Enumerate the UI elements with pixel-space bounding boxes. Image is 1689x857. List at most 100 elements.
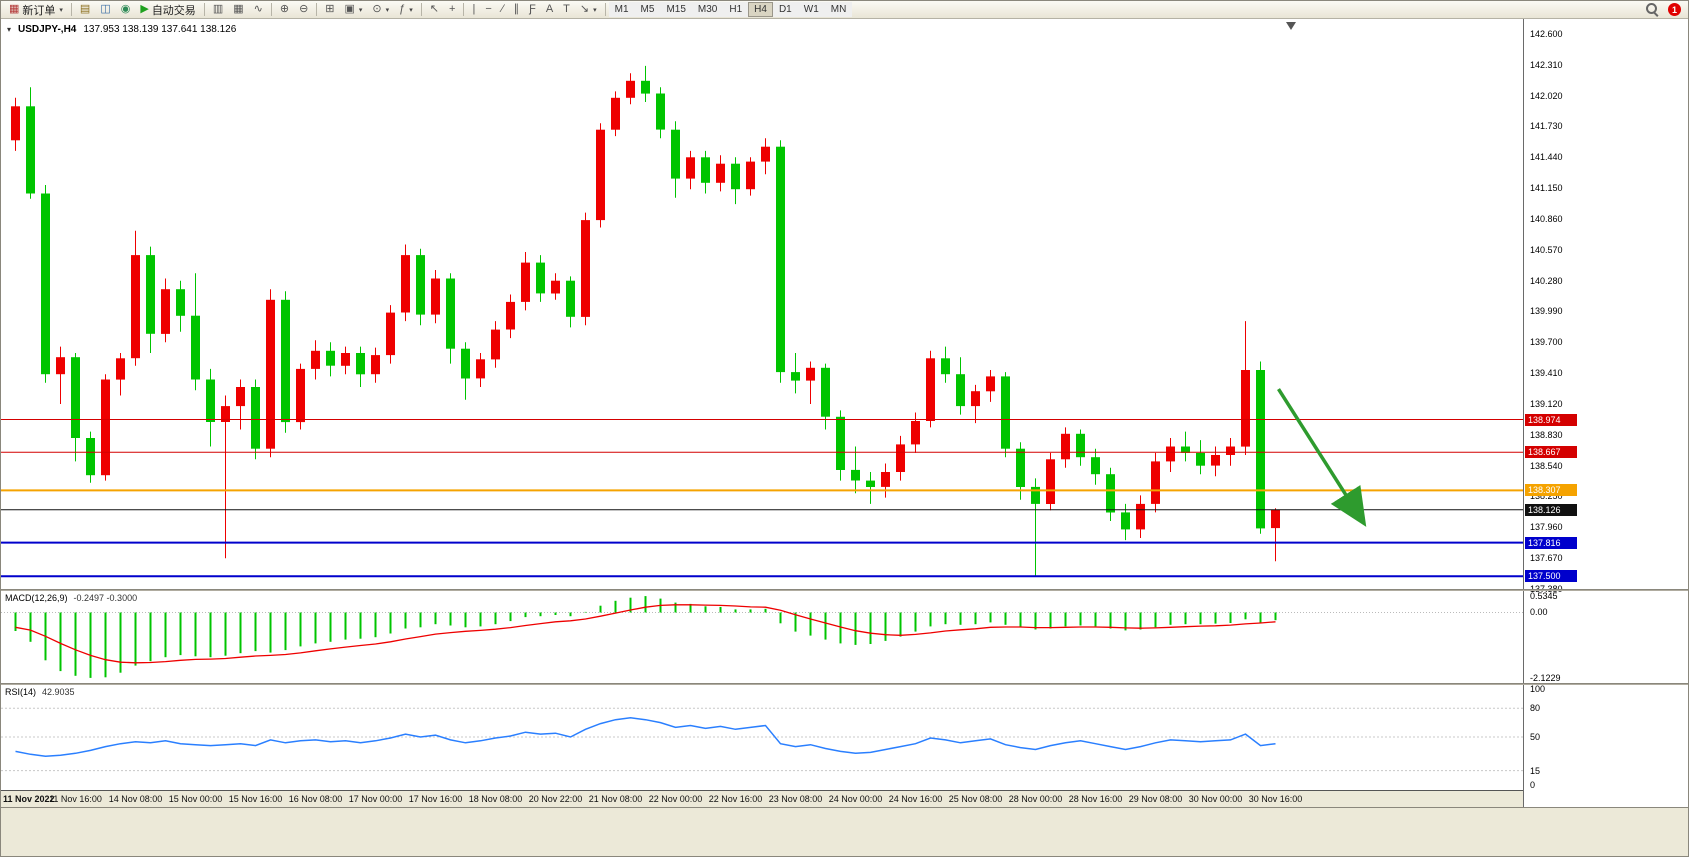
vertical-line-icon[interactable]: | bbox=[467, 2, 480, 18]
candle-body bbox=[626, 80, 635, 98]
candle-body bbox=[86, 438, 95, 476]
toolbar-separator bbox=[203, 3, 205, 16]
timeframe-w1[interactable]: W1 bbox=[797, 2, 825, 17]
navigator-icon[interactable]: ◉ bbox=[116, 2, 136, 18]
line-price-tag: 137.500 bbox=[1525, 570, 1577, 582]
panel-divider[interactable] bbox=[1, 589, 1688, 591]
bar-chart-icon[interactable]: ▥ bbox=[208, 2, 228, 18]
rsi-value: 42.9035 bbox=[42, 687, 75, 697]
time-label: 16 Nov 08:00 bbox=[288, 794, 343, 804]
candle-body bbox=[446, 278, 455, 349]
timeframe-m30[interactable]: M30 bbox=[691, 2, 724, 17]
macd-values: -0.2497 -0.3000 bbox=[73, 593, 138, 603]
horizontal-line-icon[interactable]: − bbox=[480, 2, 496, 18]
toolbar-separator bbox=[463, 3, 465, 16]
time-label: 24 Nov 16:00 bbox=[888, 794, 943, 804]
time-label: 15 Nov 16:00 bbox=[228, 794, 283, 804]
new-order-button[interactable]: ▦ 新订单 ▾ bbox=[4, 2, 68, 18]
indicators-icon[interactable]: ƒ ▾ bbox=[394, 2, 418, 18]
text-icon[interactable]: A bbox=[541, 2, 558, 18]
price-label: 137.670 bbox=[1530, 553, 1563, 563]
candle-body bbox=[206, 379, 215, 422]
panel-divider[interactable] bbox=[1, 683, 1688, 685]
timeframe-m5[interactable]: M5 bbox=[634, 2, 661, 17]
price-label: 138.830 bbox=[1530, 430, 1563, 440]
candle-body bbox=[926, 358, 935, 421]
search-icon[interactable] bbox=[1645, 2, 1660, 17]
notification-badge[interactable]: 1 bbox=[1668, 3, 1681, 16]
chart-ohlc-values: 137.953 138.139 137.641 138.126 bbox=[83, 24, 237, 35]
timeframe-h4[interactable]: H4 bbox=[748, 2, 773, 17]
time-label: 22 Nov 00:00 bbox=[648, 794, 703, 804]
time-label: 11 Nov 2022 bbox=[3, 794, 55, 804]
price-chart-canvas[interactable] bbox=[1, 19, 1523, 589]
time-label: 17 Nov 00:00 bbox=[348, 794, 403, 804]
candle-body bbox=[356, 353, 365, 375]
timeframe-m15[interactable]: M15 bbox=[660, 2, 692, 17]
market-watch-icon[interactable]: ▤ bbox=[75, 2, 95, 18]
rsi-line bbox=[15, 717, 1276, 757]
autotrade-button[interactable]: ▶ 自动交易 bbox=[135, 2, 200, 18]
time-label: 28 Nov 16:00 bbox=[1068, 794, 1123, 804]
new-chart-icon[interactable]: ▣ ▾ bbox=[340, 2, 368, 18]
arrows-icon[interactable]: ↘ ▾ bbox=[575, 2, 602, 18]
time-label: 20 Nov 22:00 bbox=[528, 794, 583, 804]
candle-body bbox=[1256, 370, 1265, 529]
candlestick-chart-icon[interactable]: ▦ bbox=[228, 2, 248, 18]
candle-body bbox=[101, 379, 110, 476]
chart-shift-marker[interactable] bbox=[1286, 22, 1296, 30]
candle-body bbox=[431, 278, 440, 315]
object-lines-layer bbox=[1, 419, 1523, 578]
candle-body bbox=[56, 357, 65, 375]
price-label: 142.600 bbox=[1530, 29, 1563, 39]
data-window-icon[interactable]: ◫ bbox=[95, 2, 115, 18]
candle-body bbox=[26, 106, 35, 194]
profiles-icon[interactable]: ⊙ ▾ bbox=[367, 2, 394, 18]
candle-body bbox=[236, 387, 245, 407]
candle-body bbox=[701, 157, 710, 183]
candle-body bbox=[131, 255, 140, 359]
zoom-in-icon[interactable]: ⊕ bbox=[275, 2, 294, 18]
candle-body bbox=[776, 146, 785, 373]
candle-body bbox=[461, 348, 470, 379]
candles-layer bbox=[11, 65, 1280, 577]
timeframe-mn[interactable]: MN bbox=[824, 2, 853, 17]
trendline-icon[interactable]: ∕ bbox=[497, 2, 509, 18]
zoom-out-icon[interactable]: ⊖ bbox=[294, 2, 313, 18]
candle-body bbox=[1271, 509, 1280, 529]
time-label: 25 Nov 08:00 bbox=[948, 794, 1003, 804]
candle-body bbox=[191, 315, 200, 380]
candle-body bbox=[491, 329, 500, 360]
toolbar-separator bbox=[70, 3, 72, 16]
candle-body bbox=[146, 255, 155, 334]
candle-body bbox=[1106, 474, 1115, 513]
rsi-panel[interactable] bbox=[1, 685, 1523, 789]
candle-body bbox=[116, 358, 125, 380]
chart-window: ▾ USDJPY-,H4 137.953 138.139 137.641 138… bbox=[1, 19, 1688, 856]
time-axis: 11 Nov 2022 11 Nov 16:00 14 Nov 08:00 15 No… bbox=[1, 790, 1523, 807]
cursor-icon[interactable]: ↖ bbox=[425, 2, 444, 18]
toolbar-separator bbox=[604, 3, 606, 16]
candle-body bbox=[296, 368, 305, 423]
timeframe-m1[interactable]: M1 bbox=[608, 2, 635, 17]
label-icon[interactable]: T bbox=[558, 2, 575, 18]
line-chart-icon[interactable]: ∿ bbox=[249, 2, 268, 18]
crosshair-icon[interactable]: + bbox=[444, 2, 460, 18]
candle-body bbox=[386, 312, 395, 356]
fibonacci-icon[interactable]: Ƒ bbox=[524, 2, 541, 18]
tile-windows-icon[interactable]: ⊞ bbox=[320, 2, 339, 18]
macd-panel[interactable] bbox=[1, 591, 1523, 683]
trend-arrow-object[interactable] bbox=[1277, 388, 1367, 527]
timeframe-d1[interactable]: D1 bbox=[772, 2, 798, 17]
bid-price-tag: 138.126 bbox=[1525, 504, 1577, 516]
price-axis: 142.600 142.310 142.020 141.730 141.440 141.1… bbox=[1523, 19, 1688, 807]
candle-body bbox=[221, 406, 230, 422]
time-label: 14 Nov 08:00 bbox=[108, 794, 163, 804]
candle-body bbox=[71, 357, 80, 438]
rsi-axis-label: 15 bbox=[1530, 766, 1541, 776]
one-click-trading-toggle[interactable]: ▾ bbox=[7, 25, 12, 34]
timeframe-h1[interactable]: H1 bbox=[723, 2, 749, 17]
channel-icon[interactable]: ∥ bbox=[509, 2, 525, 18]
time-label: 23 Nov 08:00 bbox=[768, 794, 823, 804]
candle-body bbox=[911, 421, 920, 445]
